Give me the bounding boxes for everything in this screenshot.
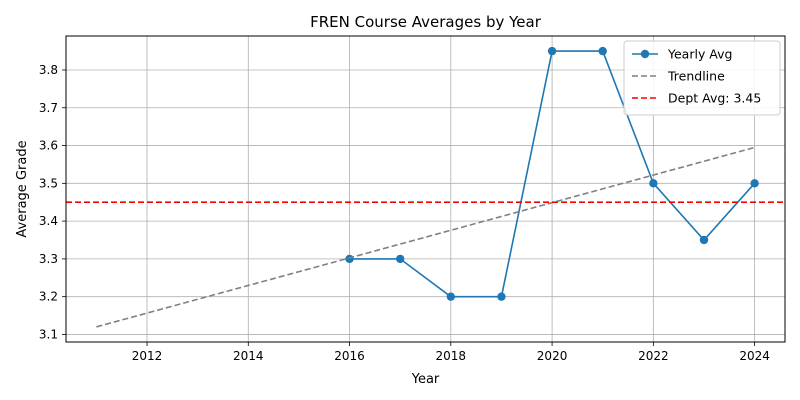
legend-label: Trendline <box>667 69 725 84</box>
x-tick-label: 2018 <box>436 349 467 363</box>
y-axis-label: Average Grade <box>15 140 30 237</box>
yearly-avg-point <box>395 254 405 264</box>
y-tick-label: 3.2 <box>39 290 58 304</box>
yearly-avg-point <box>699 235 709 245</box>
y-tick-label: 3.6 <box>39 139 58 153</box>
y-tick-label: 3.3 <box>39 252 58 266</box>
x-tick-label: 2022 <box>638 349 669 363</box>
ticks: 2012 2014 2016 2018 2020 2022 2024 3.1 3.2 3.3 3.4… <box>39 63 770 363</box>
y-tick-label: 3.7 <box>39 101 58 115</box>
yearly-avg-point <box>345 254 354 264</box>
yearly-avg-point <box>547 46 557 56</box>
yearly-avg-point <box>497 292 506 301</box>
x-tick-label: 2014 <box>233 349 264 363</box>
y-tick-label: 3.5 <box>39 176 58 190</box>
yearly-avg-point <box>598 46 607 56</box>
y-tick-label: 3.4 <box>39 214 58 228</box>
legend: Yearly Avg Trendline Dept Avg: 3.45 <box>623 40 781 116</box>
plot-area-frame <box>65 35 786 343</box>
x-tick-label: 2024 <box>739 349 770 363</box>
yearly-avg-point <box>649 179 658 188</box>
trendline <box>96 146 755 328</box>
legend-box <box>623 40 781 116</box>
y-tick-label: 3.1 <box>39 327 58 341</box>
legend-label: Yearly Avg <box>667 47 732 62</box>
yearly-avg-point <box>446 292 456 301</box>
x-tick-label: 2020 <box>537 349 568 363</box>
legend-marker <box>640 49 650 59</box>
x-tick-label: 2016 <box>334 349 365 363</box>
chart-title: FREN Course Averages by Year <box>310 13 542 31</box>
x-tick-label: 2012 <box>132 349 163 363</box>
legend-label: Dept Avg: 3.45 <box>668 91 761 106</box>
y-tick-label: 3.8 <box>39 63 58 77</box>
x-axis-label: Year <box>411 372 440 387</box>
series-layer <box>66 46 785 328</box>
yearly-avg-point <box>750 179 759 188</box>
